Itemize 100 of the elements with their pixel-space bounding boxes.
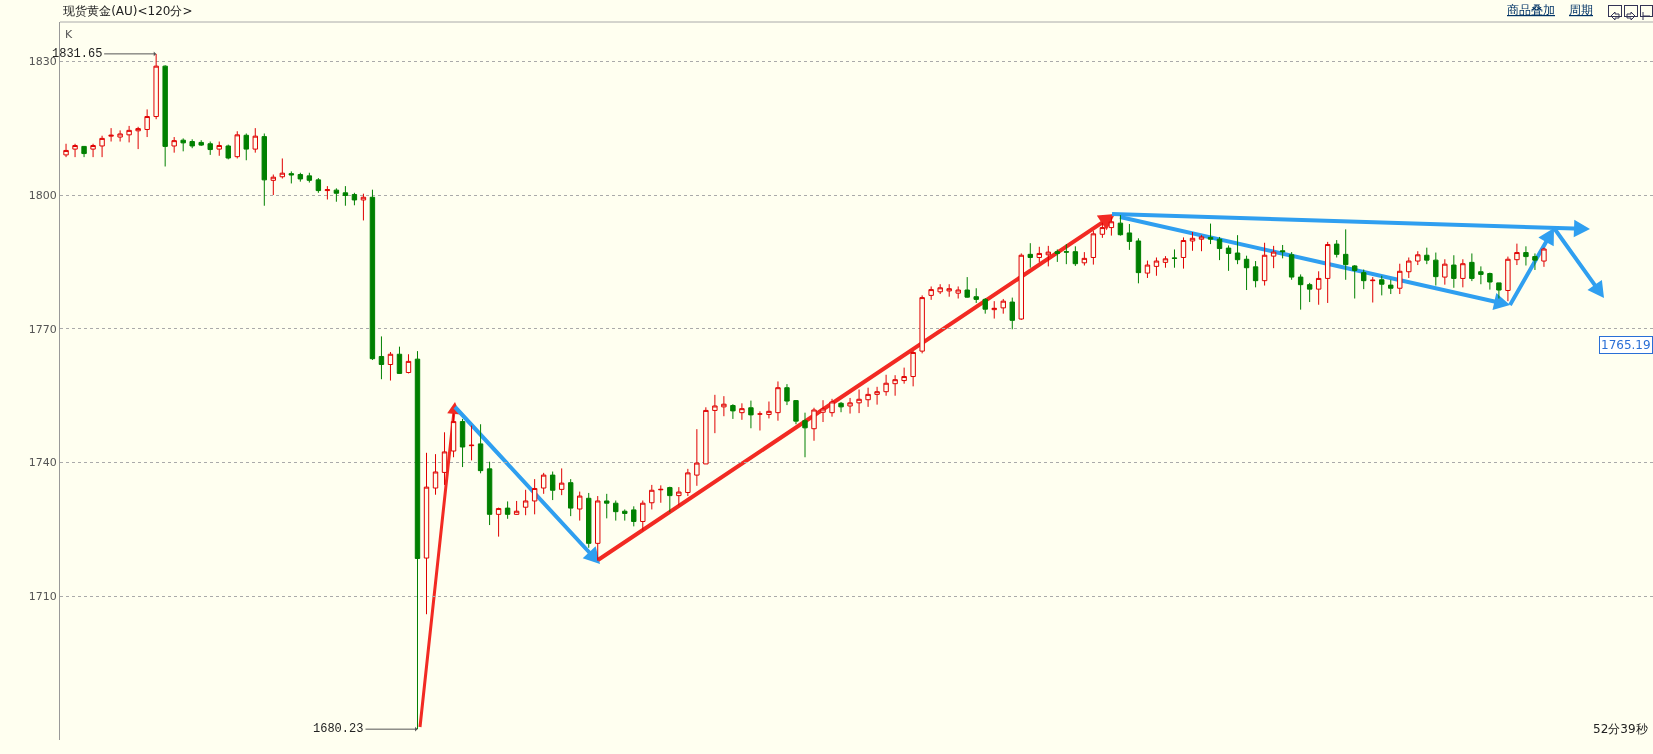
y-tick-label: 1740 [28, 456, 57, 470]
candlestick [504, 500, 511, 520]
candlestick [1036, 246, 1043, 263]
candlestick [928, 285, 934, 301]
candlestick [1144, 260, 1151, 279]
candlestick [468, 425, 475, 461]
candlestick [522, 489, 529, 516]
text: 周期 [1569, 3, 1593, 17]
candlestick [865, 387, 871, 408]
candlestick [820, 399, 826, 423]
candlestick [1514, 243, 1520, 266]
candlestick [1288, 251, 1295, 281]
candlestick [874, 386, 880, 406]
candlestick [631, 505, 637, 527]
candlestick [1496, 282, 1502, 299]
candlestick [459, 418, 466, 468]
candlestick [1216, 236, 1223, 261]
candlestick [261, 132, 267, 207]
y-tick-label: 1710 [28, 590, 57, 604]
candlestick [649, 484, 655, 510]
candlestick [1279, 244, 1286, 259]
candlestick [225, 144, 231, 160]
candlestick [567, 478, 574, 517]
candlestick [1433, 252, 1439, 287]
candlestick [1379, 275, 1385, 296]
candlestick [1370, 276, 1376, 304]
candlestick [586, 492, 592, 549]
text: 52分39秒 [1593, 722, 1648, 736]
candlestick [1442, 258, 1448, 286]
candlestick [207, 141, 213, 156]
candlestick [667, 486, 673, 513]
candlestick [577, 491, 583, 522]
candlestick [982, 297, 988, 315]
candlestick [811, 407, 817, 442]
candlestick [1198, 234, 1205, 252]
candlestick [1072, 245, 1079, 267]
candlestick [1225, 244, 1232, 272]
candlestick [1424, 247, 1430, 265]
candlestick [1243, 255, 1250, 291]
candlestick [604, 493, 610, 519]
candlestick [1361, 269, 1367, 290]
candlestick [856, 388, 862, 414]
candlestick [360, 193, 367, 221]
candlestick [1162, 255, 1169, 269]
candlestick [270, 174, 277, 196]
candlestick [144, 108, 150, 138]
candlestick [1487, 272, 1493, 291]
candlestick [243, 132, 249, 161]
candlestick [919, 294, 925, 354]
candlestick [1108, 216, 1115, 237]
candlestick [883, 374, 889, 397]
candlestick [1270, 245, 1277, 269]
candlestick [1478, 265, 1484, 285]
candlestick [72, 143, 78, 158]
candlestick [613, 500, 619, 522]
candlestick [549, 471, 556, 501]
candlestick [1315, 270, 1322, 306]
candlestick [1099, 222, 1106, 239]
candlestick [1153, 256, 1160, 277]
candlestick [252, 127, 258, 154]
candlestick [1342, 228, 1349, 281]
candlestick [171, 136, 177, 154]
candlestick [81, 145, 87, 158]
candlestick [1324, 241, 1331, 304]
candlestick [90, 143, 96, 158]
candlestick [892, 374, 898, 397]
candlestick [1063, 243, 1070, 265]
candlestick [1018, 252, 1024, 321]
candlestick [901, 367, 907, 385]
candlestick [306, 172, 313, 184]
candlestick [1532, 252, 1538, 271]
candlestick [162, 64, 168, 167]
candlestick [1207, 223, 1214, 245]
candlestick [351, 192, 358, 206]
candlestick [1523, 245, 1529, 266]
candlestick [333, 187, 340, 203]
candlestick [676, 486, 682, 506]
candlestick [829, 398, 835, 418]
candlestick [1189, 231, 1196, 252]
y-tick-label: 1800 [28, 188, 57, 202]
candlestick [477, 423, 484, 474]
text: 商品叠加 [1507, 3, 1555, 17]
y-tick-label: 1770 [28, 322, 57, 336]
candlestick [180, 137, 186, 152]
candlestick [558, 467, 565, 496]
candlestick [1234, 234, 1241, 265]
candlestick [1505, 256, 1511, 302]
candlestick [1352, 264, 1358, 299]
candlestick [279, 157, 286, 180]
candlestick [937, 283, 943, 295]
candlestick [1261, 242, 1268, 287]
candlestick [369, 189, 376, 361]
candlestick [766, 401, 772, 419]
candlestick [658, 484, 664, 504]
candlestick [910, 350, 916, 387]
candlestick [703, 406, 709, 465]
candlestick [1180, 236, 1187, 270]
candlestick [1415, 250, 1421, 266]
candlestick [486, 461, 493, 526]
text: 1765.19 [1601, 338, 1651, 352]
